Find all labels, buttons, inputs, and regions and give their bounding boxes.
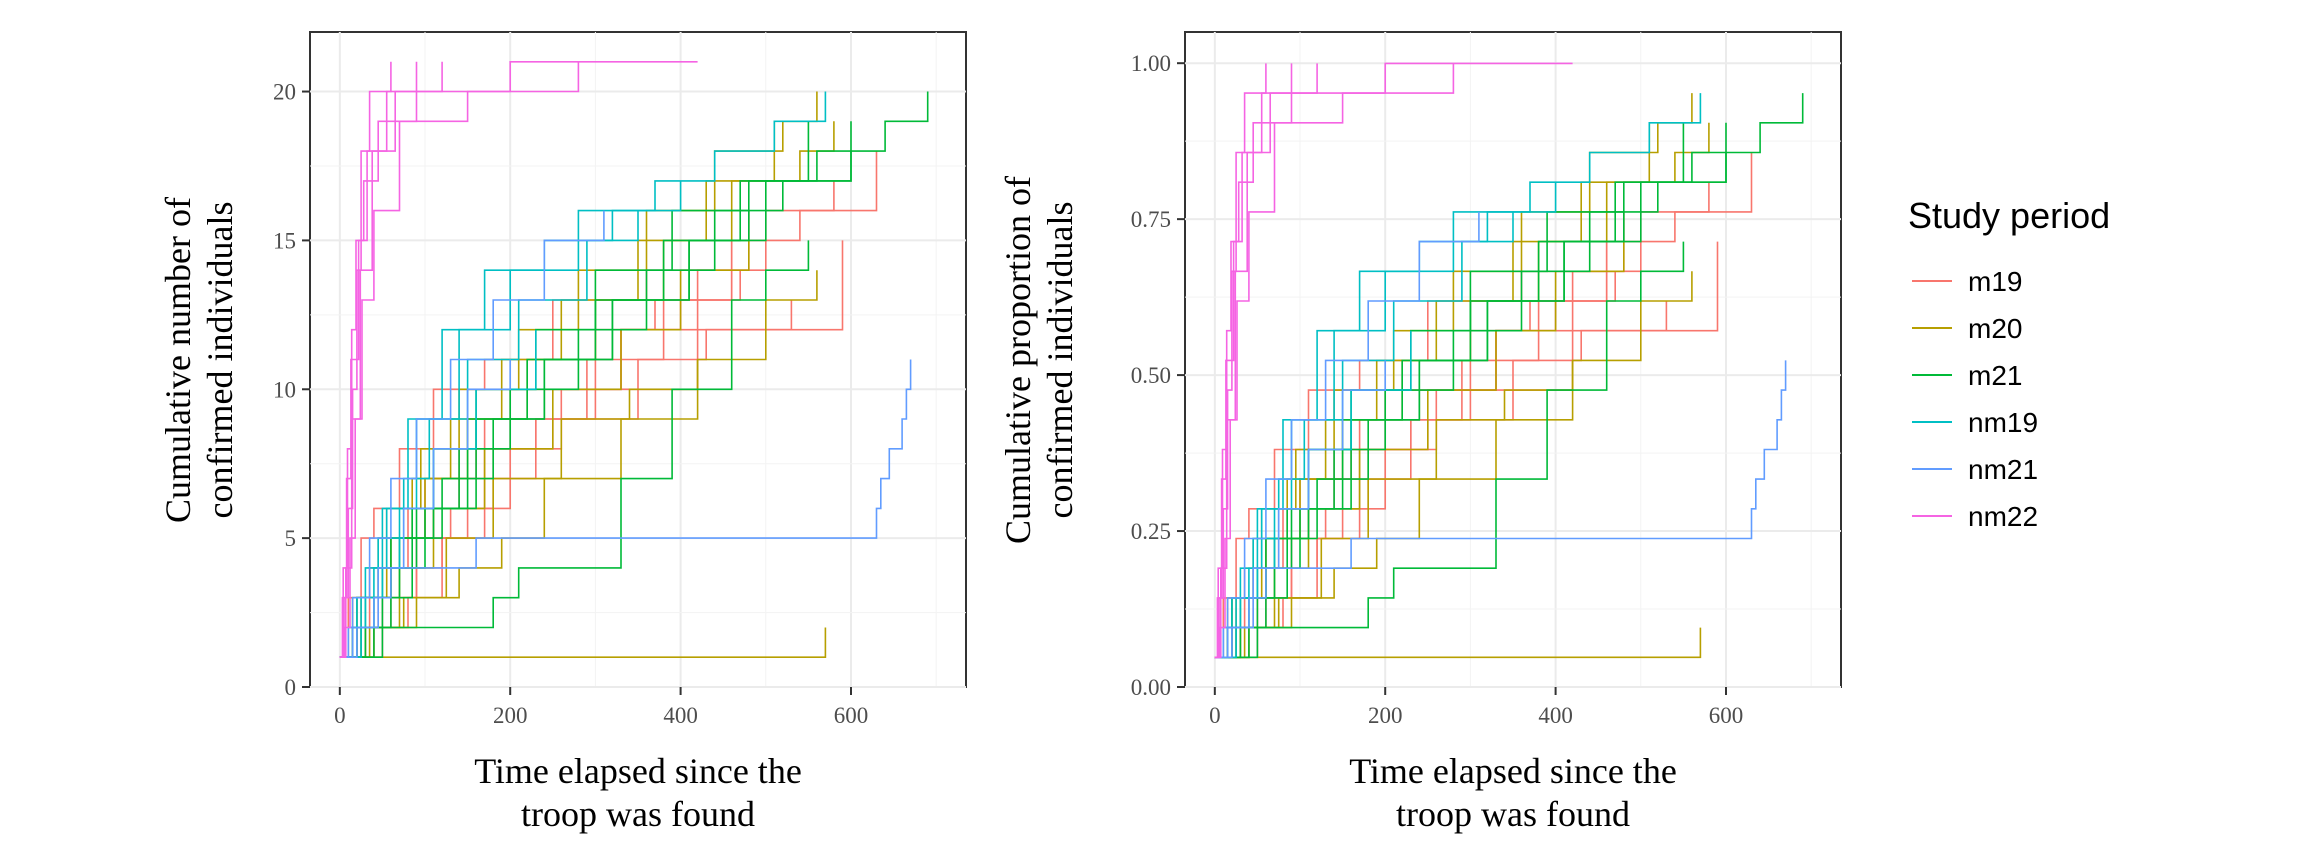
legend-items: m19 m20 m21 nm19 nm21 nm22 xyxy=(1912,266,2038,532)
left-series-m21-line-4 xyxy=(339,121,810,658)
right-y-tick-label: 0.50 xyxy=(1131,363,1171,388)
left-x-axis-title-line-1: Time elapsed since the xyxy=(474,751,802,791)
legend-label-nm21: nm21 xyxy=(1968,454,2038,485)
right-y-axis-title-line-2: confirmed individuals xyxy=(1040,202,1080,519)
right-y-axis-title-line-1: Cumulative proportion of xyxy=(998,176,1038,544)
right-y-tick-label: 1.00 xyxy=(1131,51,1171,76)
left-series-nm21-line-1 xyxy=(339,210,605,658)
right-series-m21-line-4 xyxy=(1214,122,1685,659)
left-y-tick-label: 20 xyxy=(273,80,296,105)
left-gridlines xyxy=(310,32,966,688)
right-series-nm22-line-2 xyxy=(1214,63,1455,659)
left-series-nm19-line-0 xyxy=(339,91,827,658)
left-series-m21-line-1 xyxy=(339,240,810,658)
left-x-tick-label: 0 xyxy=(334,703,346,728)
left-y-ticks: 0 5 10 15 20 xyxy=(273,80,310,700)
right-x-tick-label: 600 xyxy=(1709,703,1744,728)
right-series-lines xyxy=(1214,62,1804,659)
left-series-nm22-line-3 xyxy=(339,61,443,658)
right-x-axis-title-line-1: Time elapsed since the xyxy=(1349,751,1677,791)
right-y-tick-label: 0.25 xyxy=(1131,519,1171,544)
left-series-nm21-line-2 xyxy=(339,359,511,658)
left-y-tick-label: 10 xyxy=(273,377,296,402)
right-series-nm22-line-3 xyxy=(1214,63,1318,659)
right-series-nm21-line-1 xyxy=(1214,211,1480,659)
right-series-nm19-line-0 xyxy=(1214,93,1702,659)
left-series-nm22-line-2 xyxy=(339,61,580,658)
right-x-ticks: 0 200 400 600 xyxy=(1209,687,1743,728)
left-y-tick-label: 5 xyxy=(285,526,297,551)
right-series-m21-line-1 xyxy=(1214,241,1685,659)
left-x-tick-label: 400 xyxy=(663,703,698,728)
left-x-ticks: 0 200 400 600 xyxy=(334,687,868,728)
legend-label-m21: m21 xyxy=(1968,360,2022,391)
legend-label-m20: m20 xyxy=(1968,313,2022,344)
left-series-nm21-line-0 xyxy=(339,359,912,658)
right-series-nm22-line-4 xyxy=(1214,62,1573,659)
right-y-tick-label: 0.00 xyxy=(1131,675,1171,700)
right-y-ticks: 0.00 0.25 0.50 0.75 1.00 xyxy=(1131,51,1185,700)
right-series-nm22-line-1 xyxy=(1214,63,1293,659)
right-x-axis-title-line-2: troop was found xyxy=(1396,794,1630,834)
legend-label-nm19: nm19 xyxy=(1968,407,2038,438)
right-x-tick-label: 200 xyxy=(1368,703,1403,728)
right-series-nm21-line-2 xyxy=(1214,360,1386,659)
left-x-tick-label: 200 xyxy=(493,703,528,728)
left-series-lines xyxy=(339,61,929,658)
left-y-tick-label: 15 xyxy=(273,228,296,253)
legend: Study period m19 m20 m21 nm19 nm21 nm22 xyxy=(1908,195,2110,532)
right-chart-panel: 0.00 0.25 0.50 0.75 1.00 0 200 400 600 Cumulati… xyxy=(998,31,1842,834)
legend-title: Study period xyxy=(1908,195,2110,236)
left-y-axis-title-line-2: confirmed individuals xyxy=(200,202,240,519)
left-y-tick-label: 0 xyxy=(285,675,297,700)
right-plot-border xyxy=(1184,31,1842,688)
left-chart-panel: 0 5 10 15 20 0 200 400 600 Cumulative number of… xyxy=(158,31,967,834)
left-series-nm22-line-4 xyxy=(339,61,698,658)
left-x-axis-title-line-2: troop was found xyxy=(521,794,755,834)
legend-label-nm22: nm22 xyxy=(1968,501,2038,532)
right-x-tick-label: 0 xyxy=(1209,703,1221,728)
left-series-nm22-line-1 xyxy=(339,61,418,658)
right-series-nm21-line-0 xyxy=(1214,360,1787,659)
right-y-tick-label: 0.75 xyxy=(1131,207,1171,232)
right-x-tick-label: 400 xyxy=(1538,703,1573,728)
left-x-tick-label: 600 xyxy=(834,703,869,728)
legend-label-m19: m19 xyxy=(1968,266,2022,297)
left-y-axis-title-line-1: Cumulative number of xyxy=(158,197,198,523)
